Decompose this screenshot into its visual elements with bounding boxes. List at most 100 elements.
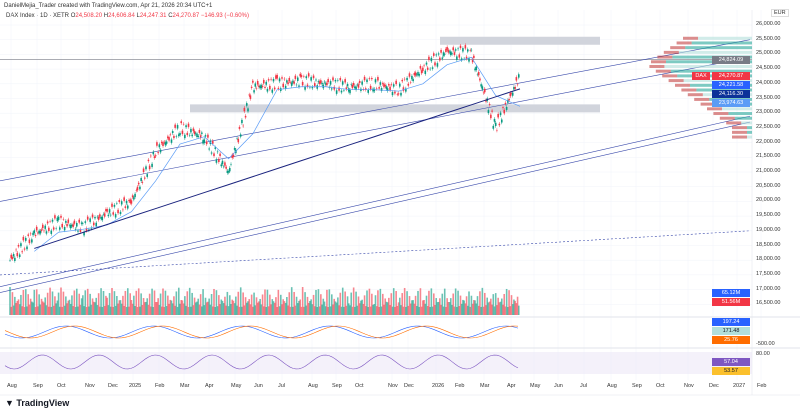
volume-bar: [483, 292, 486, 315]
candle-body: [391, 91, 394, 96]
volume-bar: [390, 293, 393, 315]
candle-body: [456, 56, 458, 60]
moving-average-fast: [34, 56, 521, 252]
candle-body: [40, 229, 43, 231]
volume-bar: [419, 288, 422, 315]
volume-bar: [355, 291, 357, 315]
volume-bar: [154, 302, 157, 315]
candle-body: [103, 213, 106, 217]
volume-bar: [162, 288, 164, 315]
volume-profile-sell-bar: [663, 50, 679, 54]
symbol-tag: DAX: [692, 72, 710, 80]
volume-profile-bar: [691, 41, 752, 45]
volume-bar: [375, 306, 378, 315]
volume-bar: [377, 290, 379, 315]
candle-body: [58, 227, 61, 230]
candle-body: [480, 84, 482, 87]
candle-body: [414, 72, 417, 76]
candle-body: [381, 83, 384, 85]
volume-bar: [265, 306, 268, 315]
volume-bar: [164, 290, 167, 315]
candle-body: [502, 107, 504, 109]
volume-bar: [242, 292, 244, 315]
macd-tag: 25.76: [712, 336, 750, 344]
volume-bar: [187, 306, 190, 315]
candle-body: [281, 77, 283, 79]
volume-bar: [347, 303, 350, 315]
volume-bar: [199, 294, 202, 315]
volume-bar: [334, 301, 337, 315]
candle-body: [454, 49, 457, 51]
candle-body: [34, 235, 37, 237]
price-axis-label: 16,500.00: [756, 300, 781, 307]
volume-bar: [304, 292, 306, 315]
volume-bar: [323, 301, 326, 315]
candle-body: [500, 119, 503, 123]
candle-body: [54, 215, 56, 219]
currency-button[interactable]: EUR: [771, 9, 789, 17]
candle-body: [507, 100, 509, 103]
volume-bar: [320, 294, 322, 315]
candle-body: [23, 248, 26, 250]
time-axis-label: Sep: [332, 383, 342, 389]
volume-bar: [150, 306, 152, 315]
time-axis-label: Aug: [308, 383, 318, 389]
candle-body: [136, 186, 139, 191]
volume-bar: [385, 301, 388, 315]
candle-body: [343, 90, 345, 91]
trend-channel-line: [0, 39, 751, 182]
volume-bar: [156, 302, 158, 315]
candle-body: [12, 254, 15, 257]
candle-body: [211, 140, 214, 144]
candle-body: [78, 219, 81, 223]
volume-bar: [322, 298, 325, 315]
volume-bar: [516, 296, 519, 315]
volume-bar: [96, 305, 99, 315]
candle-body: [123, 197, 125, 201]
volume-bar: [129, 293, 132, 315]
candle-body: [448, 51, 451, 53]
volume-bar: [480, 306, 482, 315]
volume-bar: [392, 288, 395, 315]
volume-bar: [457, 290, 459, 315]
candle-body: [190, 128, 192, 133]
volume-bar: [177, 287, 180, 315]
volume-bar: [270, 304, 272, 315]
volume-bar: [99, 306, 101, 315]
volume-bar: [173, 296, 175, 315]
volume-bar: [269, 294, 271, 315]
volume-tag: 51.56M: [712, 298, 750, 306]
volume-bar: [411, 300, 413, 315]
volume-bar: [400, 305, 402, 315]
candle-body: [109, 214, 112, 216]
candle-body: [278, 78, 281, 82]
candle-body: [355, 86, 357, 90]
volume-bar: [215, 290, 218, 315]
candle-body: [255, 88, 258, 89]
candle-body: [29, 233, 32, 235]
time-axis-label: Nov: [85, 383, 95, 389]
candle-body: [160, 141, 163, 144]
time-axis-label: Apr: [507, 383, 516, 389]
candle-body: [298, 85, 300, 88]
volume-bar: [118, 300, 121, 315]
logo-text: TradingView: [16, 398, 70, 408]
candle-body: [205, 141, 208, 145]
volume-bar: [413, 303, 416, 315]
volume-bar: [256, 302, 259, 315]
volume-bar: [78, 293, 81, 315]
volume-bar: [492, 294, 495, 315]
candle-body: [317, 81, 320, 83]
candle-body: [218, 158, 220, 163]
candle-body: [201, 132, 203, 134]
volume-bar: [310, 299, 312, 315]
volume-bar: [61, 306, 64, 315]
volume-profile-sell-bar: [687, 93, 703, 97]
volume-profile-bar: [741, 121, 752, 125]
candle-body: [131, 195, 134, 198]
volume-bar: [360, 300, 362, 315]
candle-body: [474, 68, 476, 71]
candle-body: [468, 58, 470, 62]
volume-bar: [507, 306, 509, 315]
